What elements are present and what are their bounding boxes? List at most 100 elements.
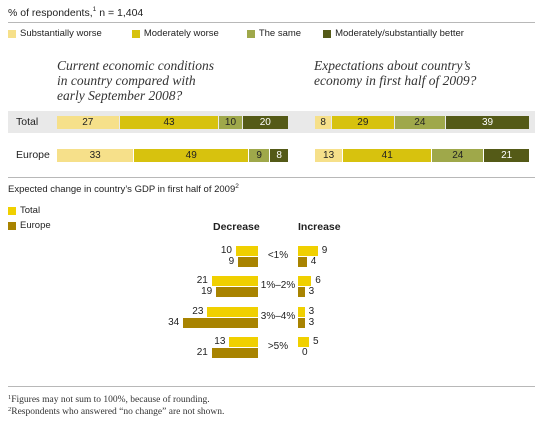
legend-swatch (246, 29, 255, 38)
bar-segment: 29 (332, 116, 394, 129)
gdp-chart-title: Expected change in country’s GDP in firs… (8, 183, 239, 195)
bar-segment: 8 (270, 149, 288, 162)
gdp-legend: Total Europe (8, 205, 51, 235)
decrease-bar (207, 307, 258, 317)
increase-value: 9 (321, 245, 328, 256)
increase-value: 3 (308, 317, 315, 328)
increase-bar (298, 337, 309, 347)
data-label: 21 (501, 150, 513, 161)
decrease-bar (211, 348, 258, 358)
bar-segment: 27 (57, 116, 119, 129)
bar-segment: 33 (57, 149, 134, 162)
increase-header: Increase (298, 221, 341, 233)
decrease-bar (183, 318, 258, 328)
bar-segment: 24 (394, 116, 446, 129)
legend-item: Substantially worse (8, 28, 102, 39)
data-label: 41 (381, 150, 393, 161)
decrease-header: Decrease (213, 221, 260, 233)
data-label: 49 (185, 150, 197, 161)
chart-header: % of respondents,1 n = 1,404 (8, 6, 144, 19)
panel-title-current: Current economic conditions in country c… (57, 58, 214, 103)
legend-item: Moderately worse (131, 28, 219, 39)
footnote-1: 1Figures may not sum to 100%, because of… (8, 394, 210, 405)
increase-value: 4 (310, 256, 317, 267)
decrease-value: 13 (214, 336, 226, 347)
legend: Substantially worse Moderately worse The s… (8, 28, 464, 39)
data-label: 8 (320, 117, 326, 128)
data-label: 43 (163, 117, 175, 128)
legend-swatch (8, 221, 16, 230)
legend-swatch (8, 206, 16, 215)
footnote-mark: 1 (92, 6, 97, 13)
decrease-value: 19 (201, 286, 213, 297)
increase-value: 6 (315, 275, 321, 286)
category-label: 1%–2% (260, 280, 296, 291)
decrease-value: 21 (196, 275, 208, 286)
panel-title-line: Expectations about country’s (314, 58, 471, 73)
increase-value: 3 (308, 306, 315, 317)
increase-value: 5 (313, 336, 319, 347)
data-label: 27 (82, 117, 94, 128)
data-label: 24 (452, 150, 464, 161)
decrease-value: 34 (168, 317, 180, 328)
legend-item: The same (246, 28, 302, 39)
category-label: <1% (267, 250, 289, 261)
panel-title-line: economy in first half of 2009? (314, 73, 477, 88)
bar-segment: 41 (343, 149, 432, 162)
data-label: 9 (256, 150, 262, 161)
decrease-value: 9 (228, 256, 235, 267)
increase-bar (298, 257, 307, 267)
subtitle: % of respondents, (8, 7, 93, 19)
legend-label: Total (20, 205, 41, 216)
data-label: 20 (259, 117, 271, 128)
row-label-total: Total (16, 116, 39, 128)
mid-rule (8, 177, 535, 178)
decrease-value: 10 (220, 245, 232, 256)
row-label-europe: Europe (16, 149, 50, 161)
legend-label: Europe (20, 220, 51, 231)
bar-segment: 8 (315, 116, 332, 129)
data-label: 8 (276, 150, 282, 161)
bar-segment: 9 (249, 149, 270, 162)
decrease-bar (236, 246, 258, 256)
footnote-mark: 1 (8, 394, 12, 401)
gdp-title-text: Expected change in country’s GDP in firs… (8, 184, 236, 195)
legend-swatch (8, 29, 16, 38)
increase-value: 3 (308, 286, 315, 297)
decrease-value: 21 (196, 347, 208, 358)
data-label: 39 (482, 117, 494, 128)
legend-label: Moderately/substantially better (335, 28, 464, 39)
data-label: 24 (414, 117, 426, 128)
bar-segment: 21 (484, 149, 529, 162)
increase-bar (298, 246, 318, 256)
legend-label: Substantially worse (20, 28, 102, 39)
legend-item: Total (8, 205, 51, 216)
category-label: 3%–4% (260, 311, 296, 322)
legend-item: Europe (8, 220, 51, 231)
legend-swatch (131, 29, 140, 38)
bar-segment: 43 (119, 116, 219, 129)
increase-value: 0 (302, 347, 308, 358)
increase-bar (298, 307, 305, 317)
legend-label: Moderately worse (143, 28, 219, 39)
sample-size: n = 1,404 (99, 7, 144, 19)
bar-segment: 49 (134, 149, 249, 162)
bar-segment: 24 (432, 149, 484, 162)
data-label: 10 (224, 117, 237, 128)
footnote-text: Figures may not sum to 100%, because of … (11, 395, 210, 405)
decrease-bar (216, 287, 258, 297)
data-label: 33 (89, 150, 101, 161)
footnote-mark: 2 (235, 183, 239, 190)
legend-label: The same (258, 28, 302, 39)
decrease-value: 23 (192, 306, 204, 317)
increase-bar (298, 276, 312, 286)
data-label: 13 (323, 150, 335, 161)
data-label: 29 (357, 117, 369, 128)
decrease-bar (211, 276, 258, 286)
footnote-2: 2Respondents who answered “no change” ar… (8, 406, 224, 417)
decrease-bar (229, 337, 258, 347)
panel-title-line: Current economic conditions (57, 58, 214, 73)
bottom-rule (8, 386, 535, 387)
category-label: >5% (267, 341, 289, 352)
panel-title-line: early September 2008? (57, 88, 183, 103)
